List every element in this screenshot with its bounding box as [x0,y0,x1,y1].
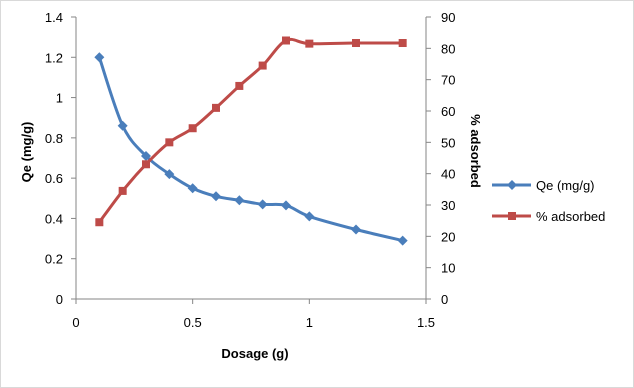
x-tick-label: 1.5 [417,315,435,330]
legend: Qe (mg/g) % adsorbed [492,178,605,224]
data-point-diamond [281,200,291,211]
x-axis-title: Dosage (g) [221,346,288,361]
x-tick-label: 0.5 [184,315,202,330]
legend-item-qe: Qe (mg/g) [492,178,595,193]
data-point-square [188,124,197,133]
legend-item-adsorbed: % adsorbed [492,209,605,224]
y-axis-left-ticks: 0 0.2 0.4 0.6 0.8 1 1.2 1.4 [45,10,76,307]
y2-tick-label: 0 [441,292,448,307]
data-point-square [212,103,220,112]
x-tick-label: 1 [306,315,313,330]
series-line [97,56,404,243]
data-point-square [305,39,314,48]
data-point-square [142,160,150,169]
data-point-square [352,39,360,48]
data-point-diamond [304,211,315,222]
y-tick-label: 1 [56,91,63,106]
legend-qe-label: Qe (mg/g) [536,178,595,193]
data-point-square [282,36,290,45]
data-point-square [258,61,267,70]
data-point-diamond [211,191,221,202]
data-point-diamond [141,150,151,161]
y2-tick-label: 20 [441,229,455,244]
series-line [98,37,403,224]
y-tick-label: 0 [56,292,63,307]
y-tick-label: 0.8 [45,131,63,146]
data-point-diamond [164,169,175,180]
plot-area [75,17,427,300]
data-point-diamond [187,183,198,194]
y2-tick-label: 40 [441,167,455,182]
y-axis-left-title: Qe (mg/g) [19,122,34,183]
y-tick-label: 0.2 [45,252,63,267]
legend-adsorbed-label: % adsorbed [536,209,605,224]
series-layer [94,36,408,246]
y2-tick-label: 60 [441,104,455,119]
y-axis-right-title: % adsorbed [468,114,483,188]
y-axis-right-ticks: 0 10 20 30 40 50 60 70 80 90 [426,10,455,307]
y2-tick-label: 90 [441,10,455,25]
data-point-diamond [234,195,245,206]
y-tick-label: 1.2 [45,50,63,65]
legend-adsorbed-square-marker [508,212,516,220]
data-point-square [95,218,104,227]
data-point-square [118,186,127,195]
data-point-diamond [94,52,105,63]
data-point-diamond [397,235,408,246]
y2-tick-label: 80 [441,41,455,56]
y-tick-label: 1.4 [45,10,63,25]
y2-tick-label: 30 [441,198,455,213]
data-point-diamond [117,120,128,131]
x-axis-ticks: 0 0.5 1 1.5 [72,299,435,330]
series-qe [94,52,408,246]
data-point-diamond [351,224,361,235]
x-tick-label: 0 [72,315,79,330]
series-adsorbed [95,36,407,227]
y-tick-label: 0.4 [45,211,63,226]
data-point-square [235,81,244,90]
data-point-square [165,138,174,147]
y-tick-label: 0.6 [45,171,63,186]
data-point-diamond [257,199,268,210]
legend-qe-diamond-marker [507,180,517,190]
y2-tick-label: 70 [441,73,455,88]
y2-tick-label: 10 [441,261,455,276]
y2-tick-label: 50 [441,135,455,150]
data-point-square [398,39,407,48]
